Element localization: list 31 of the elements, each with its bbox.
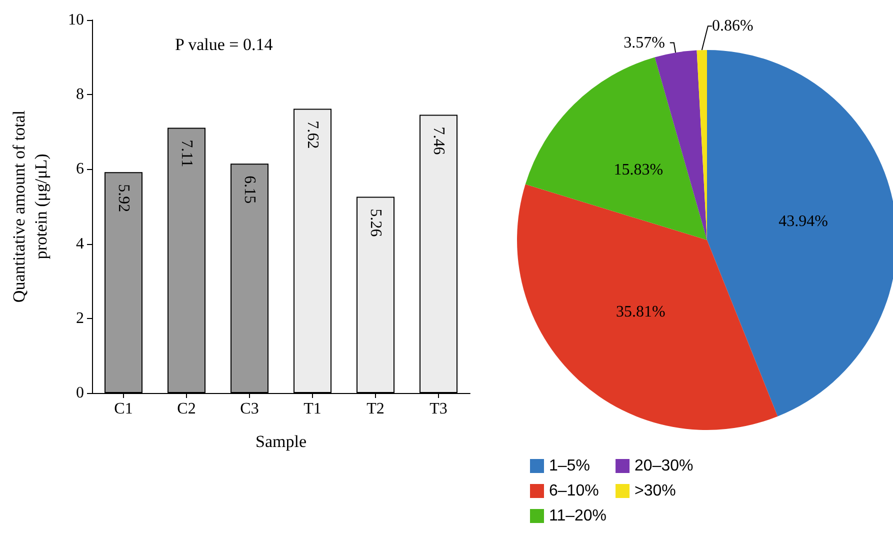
data-label: 35.81% (616, 304, 666, 321)
x-tick-label: T2 (366, 400, 384, 418)
data-label: 7.11 (178, 140, 195, 168)
legend-label: >30% (634, 482, 676, 500)
x-tick-label: C1 (114, 400, 133, 418)
data-label: 5.26 (367, 208, 384, 237)
data-label: 6.15 (241, 176, 258, 204)
y-tick-label: 4 (76, 235, 84, 252)
data-label: 15.83% (614, 162, 664, 179)
x-tick-label: C3 (240, 400, 259, 418)
legend-label: 11–20% (549, 508, 607, 524)
y-tick-label: 6 (76, 160, 84, 178)
y-tick-label: 2 (76, 310, 84, 327)
data-label: 7.46 (430, 126, 447, 155)
y-tick-label: 10 (68, 12, 84, 28)
y-tick-label: 8 (76, 86, 84, 104)
x-tick-label: T3 (430, 400, 448, 418)
annotation: P value = 0.14 (175, 35, 274, 54)
legend-label: 20–30% (634, 458, 694, 474)
legend-label: 6–10% (549, 482, 599, 500)
x-tick-label: T1 (304, 400, 322, 418)
data-label: 7.62 (304, 120, 321, 149)
legend-label: 1–5% (549, 458, 590, 474)
data-label: 5.92 (115, 184, 132, 212)
x-tick-label: C2 (177, 400, 196, 418)
data-label: 0.86% (712, 18, 754, 35)
data-label: 3.57% (624, 34, 665, 52)
y-tick-label: 0 (76, 384, 84, 402)
y-axis-title: Quantitative amount of total protein (μg/μL) (10, 110, 50, 303)
x-axis-title: Sample (256, 432, 306, 451)
data-label: 43.94% (778, 212, 828, 230)
